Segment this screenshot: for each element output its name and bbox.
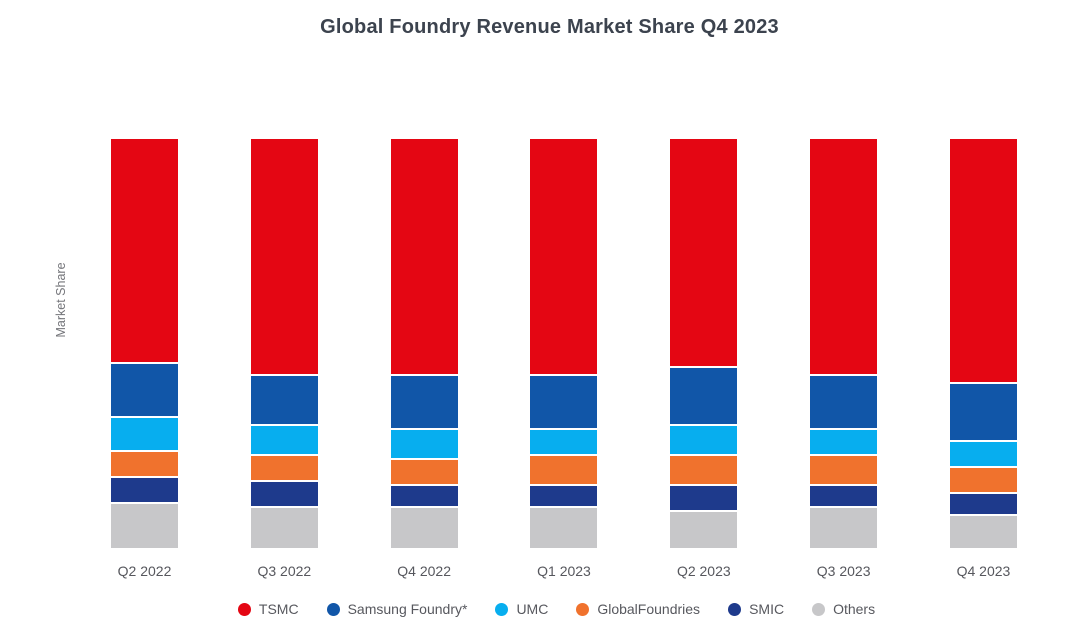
x-tick-label: Q3 2022 xyxy=(257,563,312,579)
bar-q4-2022 xyxy=(390,139,458,549)
bar-segment-tsmc xyxy=(250,139,318,375)
legend-item-others: Others xyxy=(812,601,875,617)
bar-segment-smic xyxy=(390,486,458,507)
bar-q2-2023 xyxy=(670,139,738,549)
plot-area xyxy=(111,139,1017,549)
bar-segment-samsung-foundry xyxy=(250,376,318,425)
x-tick-label: Q4 2022 xyxy=(397,563,452,579)
legend-item-tsmc: TSMC xyxy=(237,601,299,617)
bar-segment-tsmc xyxy=(390,139,458,375)
bar-segment-samsung-foundry xyxy=(390,376,458,429)
legend-dot-icon xyxy=(812,602,826,616)
bar-segment-umc xyxy=(670,426,738,455)
bar-segment-others xyxy=(670,512,738,549)
bar-segment-globalfoundries xyxy=(390,460,458,485)
x-axis-labels: Q2 2022 Q3 2022 Q4 2022 Q1 2023 Q2 2023 Q3 20… xyxy=(111,563,1017,579)
legend-item-globalfoundries: GlobalFoundries xyxy=(576,601,700,617)
bar-segment-tsmc xyxy=(111,139,178,363)
legend-item-samsung-foundry: Samsung Foundry* xyxy=(326,601,468,617)
bar-segment-umc xyxy=(390,430,458,459)
bar-q4-2023 xyxy=(949,139,1017,548)
legend-item-umc: UMC xyxy=(495,601,548,617)
x-tick-label: Q2 2022 xyxy=(117,563,172,579)
bar-segment-samsung-foundry xyxy=(111,364,178,417)
legend-label: Others xyxy=(833,601,876,617)
bar-segment-smic xyxy=(111,478,178,503)
legend-label: SMIC xyxy=(749,601,785,617)
bar-segment-others xyxy=(111,504,178,548)
legend-dot-icon xyxy=(495,602,509,616)
bar-segment-globalfoundries xyxy=(111,452,178,477)
legend: TSMC Samsung Foundry* UMC GlobalFoundries SM… xyxy=(0,601,1069,617)
bar-segment-others xyxy=(810,508,878,549)
legend-dot-icon xyxy=(728,602,742,616)
bar-segment-umc xyxy=(949,442,1017,467)
chart-title: Global Foundry Revenue Market Share Q4 2… xyxy=(320,16,779,38)
bar-q1-2023 xyxy=(530,139,598,549)
legend-label: GlobalFoundries xyxy=(597,601,701,617)
bar-segment-smic xyxy=(670,486,738,511)
x-tick-label: Q2 2023 xyxy=(676,563,731,579)
bar-segment-samsung-foundry xyxy=(530,376,598,429)
bar-segment-tsmc xyxy=(670,139,738,367)
bar-segment-smic xyxy=(530,486,598,507)
bar-segment-samsung-foundry xyxy=(810,376,878,429)
legend-item-smic: SMIC xyxy=(728,601,784,617)
bar-segment-umc xyxy=(111,418,178,451)
bar-segment-smic xyxy=(949,494,1017,515)
x-tick-label: Q3 2023 xyxy=(816,563,871,579)
x-tick-label: Q4 2023 xyxy=(956,563,1011,579)
bar-segment-others xyxy=(250,508,318,548)
bar-segment-globalfoundries xyxy=(530,456,598,485)
bar-q3-2023 xyxy=(810,139,878,549)
x-tick-label: Q1 2023 xyxy=(537,563,591,579)
bar-segment-samsung-foundry xyxy=(670,368,738,425)
legend-dot-icon xyxy=(576,602,590,616)
bar-segment-tsmc xyxy=(530,139,598,375)
legend-label: Samsung Foundry* xyxy=(347,601,468,617)
bar-segment-umc xyxy=(250,426,318,455)
legend-label: UMC xyxy=(516,601,549,617)
bar-segment-others xyxy=(949,516,1017,548)
bar-segment-globalfoundries xyxy=(670,456,738,485)
bar-q2-2022 xyxy=(111,139,178,548)
bar-segment-globalfoundries xyxy=(810,456,878,485)
y-axis-label: Market Share xyxy=(54,262,68,338)
bar-segment-tsmc xyxy=(810,139,878,375)
bar-q3-2022 xyxy=(250,139,318,548)
bar-segment-smic xyxy=(250,482,318,507)
bar-segment-others xyxy=(530,508,598,549)
bar-segment-globalfoundries xyxy=(949,468,1017,493)
legend-dot-icon xyxy=(326,602,340,616)
bar-segment-smic xyxy=(810,486,878,507)
bar-segment-umc xyxy=(810,430,878,455)
legend-label: TSMC xyxy=(258,601,299,617)
bar-segment-tsmc xyxy=(949,139,1017,383)
bar-segment-others xyxy=(390,508,458,549)
bar-segment-globalfoundries xyxy=(250,456,318,481)
legend-dot-icon xyxy=(237,602,251,616)
bar-segment-umc xyxy=(530,430,598,455)
bar-segment-samsung-foundry xyxy=(949,384,1017,441)
